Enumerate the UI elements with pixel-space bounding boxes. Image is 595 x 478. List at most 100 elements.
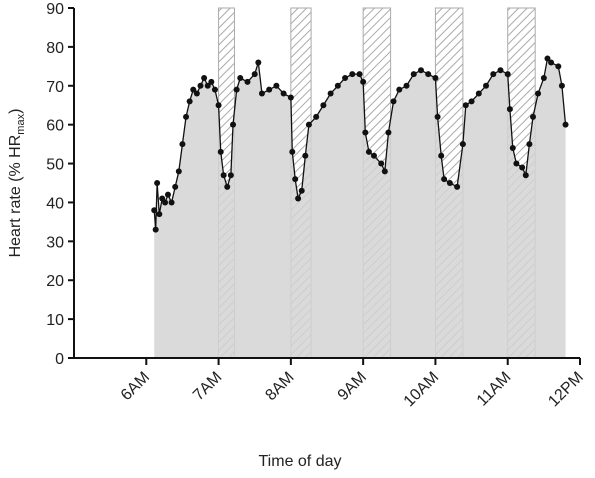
point — [349, 71, 356, 78]
point — [154, 180, 161, 186]
point — [513, 160, 520, 167]
x-tick-label: 7AM — [190, 369, 225, 404]
point — [378, 160, 385, 167]
point — [302, 152, 309, 159]
point — [468, 98, 475, 105]
point — [217, 148, 224, 155]
point — [385, 129, 392, 136]
x-tick-label: 11AM — [474, 369, 515, 410]
y-axis-title: Heart rate (% HRmax) — [7, 109, 27, 258]
point — [459, 141, 466, 148]
point — [390, 98, 397, 105]
point — [475, 90, 482, 97]
point — [454, 183, 461, 190]
y-tick-label: 30 — [46, 234, 64, 251]
point — [258, 90, 265, 97]
point — [548, 59, 555, 66]
point — [438, 152, 445, 159]
point — [446, 180, 453, 186]
point — [266, 86, 273, 93]
point — [211, 86, 218, 93]
point — [215, 102, 222, 109]
point — [432, 75, 439, 81]
point — [305, 121, 312, 128]
point — [462, 102, 469, 109]
point — [562, 121, 569, 128]
point — [227, 172, 234, 179]
point — [381, 168, 388, 175]
point — [417, 67, 424, 74]
point — [483, 82, 490, 89]
point — [356, 71, 363, 78]
point — [280, 90, 287, 97]
y-tick-label: 70 — [46, 79, 64, 96]
point — [370, 152, 377, 159]
point — [441, 176, 448, 183]
point — [190, 86, 197, 93]
x-tick-label: 10AM — [401, 369, 443, 411]
point — [255, 59, 262, 66]
point — [156, 211, 163, 218]
point — [220, 172, 227, 179]
x-tick-label: 9AM — [335, 369, 370, 404]
y-tick-label: 20 — [46, 273, 64, 290]
point — [396, 86, 403, 93]
point — [292, 176, 299, 183]
point — [233, 86, 240, 93]
point — [362, 129, 369, 136]
point — [193, 90, 200, 97]
point — [313, 113, 320, 120]
point — [506, 106, 513, 113]
point — [204, 82, 211, 89]
point — [244, 78, 251, 85]
point — [365, 148, 372, 155]
point — [544, 55, 551, 62]
point — [334, 82, 341, 89]
point — [224, 183, 231, 190]
point — [535, 90, 542, 97]
point — [162, 199, 169, 206]
point — [410, 71, 417, 78]
point — [287, 94, 294, 101]
point — [273, 82, 280, 89]
point — [186, 98, 193, 105]
y-tick-label: 10 — [46, 312, 64, 329]
point — [237, 75, 244, 81]
point — [197, 82, 204, 89]
point — [201, 75, 208, 81]
point — [151, 207, 158, 214]
y-tick-label: 0 — [55, 351, 64, 368]
y-tick-label: 50 — [46, 157, 64, 174]
x-tick-label: 12PM — [545, 369, 587, 411]
point — [360, 78, 367, 85]
point — [522, 172, 529, 179]
point — [172, 183, 179, 190]
y-tick-label: 80 — [46, 40, 64, 57]
y-tick-label: 90 — [46, 1, 64, 18]
point — [504, 71, 511, 78]
point — [403, 82, 410, 89]
point — [327, 90, 334, 97]
point — [540, 75, 547, 81]
point — [295, 195, 302, 202]
point — [164, 191, 171, 198]
point — [526, 141, 533, 148]
x-tick-label: 6AM — [118, 369, 153, 404]
point — [497, 67, 504, 74]
point — [251, 71, 258, 78]
area — [154, 58, 566, 359]
point — [320, 102, 327, 109]
x-axis-title: Time of day — [259, 453, 342, 470]
point — [152, 226, 159, 233]
point — [175, 168, 182, 175]
point — [530, 113, 537, 120]
point — [425, 71, 432, 78]
point — [434, 113, 441, 120]
point — [289, 148, 296, 155]
y-tick-label: 40 — [46, 195, 64, 212]
y-tick-label: 60 — [46, 118, 64, 135]
point — [208, 78, 215, 85]
point — [519, 164, 526, 171]
point — [558, 82, 565, 89]
point — [490, 71, 497, 78]
